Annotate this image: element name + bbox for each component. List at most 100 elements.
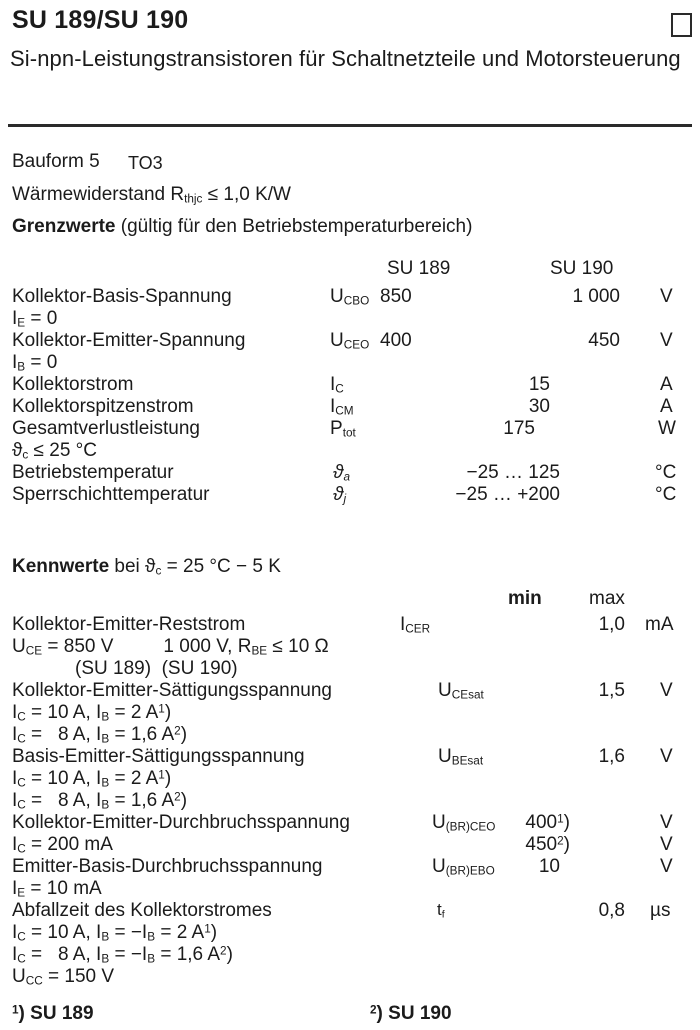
param-symbol: ICM	[330, 396, 354, 418]
param-value-max: 1,6	[598, 746, 625, 767]
param-value-max: 0,8	[598, 900, 625, 921]
section-heading-kennwerte: Kennwerte bei ϑc = 25 °C − 5 K	[12, 556, 281, 578]
param-condition: IE = 10 mA	[12, 878, 102, 900]
param-condition: IC = 8 A, IB = 1,6 A2)	[12, 790, 188, 812]
header-divider	[8, 124, 692, 127]
param-unit: W	[658, 418, 676, 439]
section-heading-grenzwerte: Grenzwerte (gültig für den Betriebstempe…	[12, 217, 472, 236]
kennwerte-heading-bold: Kennwerte	[12, 556, 110, 577]
table-row-note: IC = 8 A, IB = 1,6 A2)	[0, 724, 700, 745]
table-row: Kollektor-Emitter-Spannung UCEO 400 450 …	[0, 330, 700, 351]
param-name: Gesamtverlustleistung	[12, 418, 200, 439]
param-condition: IC = 10 A, IB = −IB = 2 A1)	[12, 922, 218, 944]
param-name: Kollektor-Basis-Spannung	[12, 286, 232, 307]
table-row-note: (SU 189) (SU 190)	[0, 658, 700, 679]
param-condition: IC = 200 mA	[12, 834, 113, 856]
param-name: Kollektor-Emitter-Spannung	[12, 330, 246, 351]
param-unit: °C	[655, 484, 677, 505]
param-condition: IC = 8 A, IB = 1,6 A2)	[12, 724, 188, 746]
param-value: −25 … 125	[466, 462, 561, 483]
table-row: Abfallzeit des Kollektorstromes tf 0,8 µ…	[0, 900, 700, 921]
param-unit: V	[660, 330, 673, 351]
param-symbol: ϑj	[333, 484, 347, 506]
param-unit: µs	[650, 900, 671, 921]
column-header-max: max	[589, 588, 625, 609]
table-row-note: IC = 10 A, IB = −IB = 2 A1)	[0, 922, 700, 943]
param-condition: IC = 8 A, IB = −IB = 1,6 A2)	[12, 944, 233, 966]
param-name: Kollektorstrom	[12, 374, 134, 395]
param-name: Kollektor-Emitter-Durchbruchsspannung	[12, 812, 350, 833]
table-row: Basis-Emitter-Sättigungsspannung UBEsat …	[0, 746, 700, 767]
table-row-note: IC = 10 A, IB = 2 A1)	[0, 768, 700, 789]
param-unit: A	[660, 374, 673, 395]
param-name: Abfallzeit des Kollektorstromes	[12, 900, 272, 921]
package-label: Bauform 5	[12, 152, 100, 171]
table-row: Kollektor-Emitter-Sättigungsspannung UCE…	[0, 680, 700, 701]
param-unit: V	[660, 812, 673, 833]
param-unit: V	[660, 856, 673, 877]
param-symbol: UCEO	[330, 330, 370, 352]
param-value-su189: 400	[380, 330, 412, 351]
param-value: 175	[503, 418, 535, 439]
param-value-max: 1,0	[598, 614, 625, 635]
table-row: Kollektor-Basis-Spannung UCBO 850 1 000 …	[0, 286, 700, 307]
page-subtitle: Si-npn-Leistungstransistoren für Schaltn…	[10, 46, 681, 71]
param-value-min: 10	[538, 856, 560, 877]
param-name: Kollektorspitzenstrom	[12, 396, 194, 417]
param-name: Betriebstemperatur	[12, 462, 174, 483]
column-header-min: min	[508, 588, 542, 609]
param-name: Kollektor-Emitter-Sättigungsspannung	[12, 680, 333, 701]
param-condition: (SU 189) (SU 190)	[75, 658, 238, 679]
kennwerte-heading-rest: bei ϑc = 25 °C − 5 K	[109, 556, 281, 578]
param-name: Kollektor-Emitter-Reststrom	[12, 614, 246, 635]
column-header-su189: SU 189	[387, 258, 451, 279]
table-row: Emitter-Basis-Durchbruchsspannung U(BR)E…	[0, 856, 700, 877]
param-unit: V	[660, 680, 673, 701]
grenzwerte-heading-bold: Grenzwerte	[12, 216, 116, 237]
thermal-resistance-line: Wärmewiderstand Rthjc ≤ 1,0 K/W	[12, 184, 291, 206]
table-row: IC = 200 mA 4502) V	[0, 834, 700, 855]
column-header-su190: SU 190	[550, 258, 614, 279]
param-value-su190: 1 000	[572, 286, 620, 307]
param-value-su189: 850	[380, 286, 412, 307]
thermal-resistance-text: Wärmewiderstand Rthjc ≤ 1,0 K/W	[12, 184, 291, 206]
page-title: SU 189/SU 190	[12, 6, 189, 34]
table-row: Kollektorspitzenstrom ICM 30 A	[0, 396, 700, 417]
param-symbol: ICER	[400, 614, 431, 636]
param-unit: mA	[645, 614, 674, 635]
package-value: TO3	[128, 153, 163, 173]
table-row-note: IC = 8 A, IB = −IB = 1,6 A2)	[0, 944, 700, 965]
param-symbol: UCBO	[330, 286, 370, 308]
param-name: Sperrschichttemperatur	[12, 484, 210, 505]
param-condition: ϑc ≤ 25 °C	[12, 440, 97, 462]
footnote-1: 1) SU 189	[12, 1003, 94, 1024]
table-row: Sperrschichttemperatur ϑj −25 … +200 °C	[0, 484, 700, 505]
param-condition: UCC = 150 V	[12, 966, 115, 988]
table-row-note: IB = 0	[0, 352, 700, 373]
param-condition: IC = 10 A, IB = 2 A1)	[12, 702, 172, 724]
param-unit: V	[660, 746, 673, 767]
footnote-2-text: SU 190	[388, 1003, 452, 1024]
param-symbol: U(BR)EBO	[432, 856, 495, 878]
param-symbol: tf	[437, 900, 445, 921]
table-row-note: IE = 0	[0, 308, 700, 329]
table-row-note: IC = 10 A, IB = 2 A1)	[0, 702, 700, 723]
param-name: Emitter-Basis-Durchbruchsspannung	[12, 856, 323, 877]
param-symbol: UBEsat	[438, 746, 484, 768]
param-symbol: Ptot	[330, 418, 356, 440]
param-symbol: ϑa	[333, 462, 350, 484]
param-symbol: UCEsat	[438, 680, 484, 702]
param-unit: A	[660, 396, 673, 417]
param-name: Basis-Emitter-Sättigungsspannung	[12, 746, 305, 767]
grenzwerte-heading-rest: (gültig für den Betriebstemperaturbereic…	[115, 216, 473, 237]
table-row: Gesamtverlustleistung Ptot 175 W	[0, 418, 700, 439]
square-outline-icon	[671, 13, 692, 37]
param-unit: V	[660, 834, 673, 855]
param-unit: °C	[655, 462, 677, 483]
footnote-1-text: SU 189	[30, 1003, 94, 1024]
table-row: Kollektor-Emitter-Durchbruchsspannung U(…	[0, 812, 700, 833]
table-row-note: ϑc ≤ 25 °C	[0, 440, 700, 461]
